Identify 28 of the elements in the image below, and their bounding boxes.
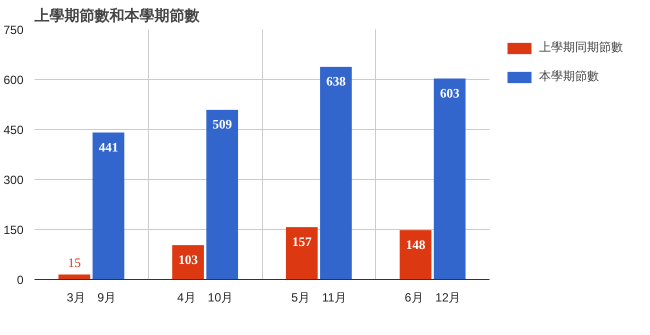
y-tick-label: 750 [3,23,24,37]
data-label: 157 [292,234,312,249]
bar [206,110,238,280]
data-label: 638 [326,74,346,89]
bar [400,230,432,280]
data-label: 441 [98,139,118,154]
y-tick-label: 0 [16,273,24,287]
x-tick-label: 3月 9月 [66,290,116,304]
legend-label: 上學期同期節數 [539,39,623,56]
bar [434,78,466,280]
data-label: 15 [68,255,81,270]
legend-label: 本學期節數 [539,68,599,85]
x-tick-label: 4月 10月 [177,290,234,304]
x-tick-label: 5月 11月 [291,290,346,304]
bar [286,227,318,280]
data-label: 103 [178,252,198,267]
data-label: 603 [440,85,460,100]
data-label: 509 [212,116,232,132]
y-tick-label: 600 [3,73,24,87]
y-tick-label: 450 [3,123,24,137]
chart-title: 上學期節數和本學期節數 [34,8,200,24]
y-tick-label: 150 [3,223,24,237]
x-tick-label: 6月 12月 [404,290,461,304]
y-tick-label: 300 [3,173,24,187]
data-label: 148 [406,236,426,252]
bar [320,66,352,280]
bar [92,132,124,280]
bar [172,245,204,280]
